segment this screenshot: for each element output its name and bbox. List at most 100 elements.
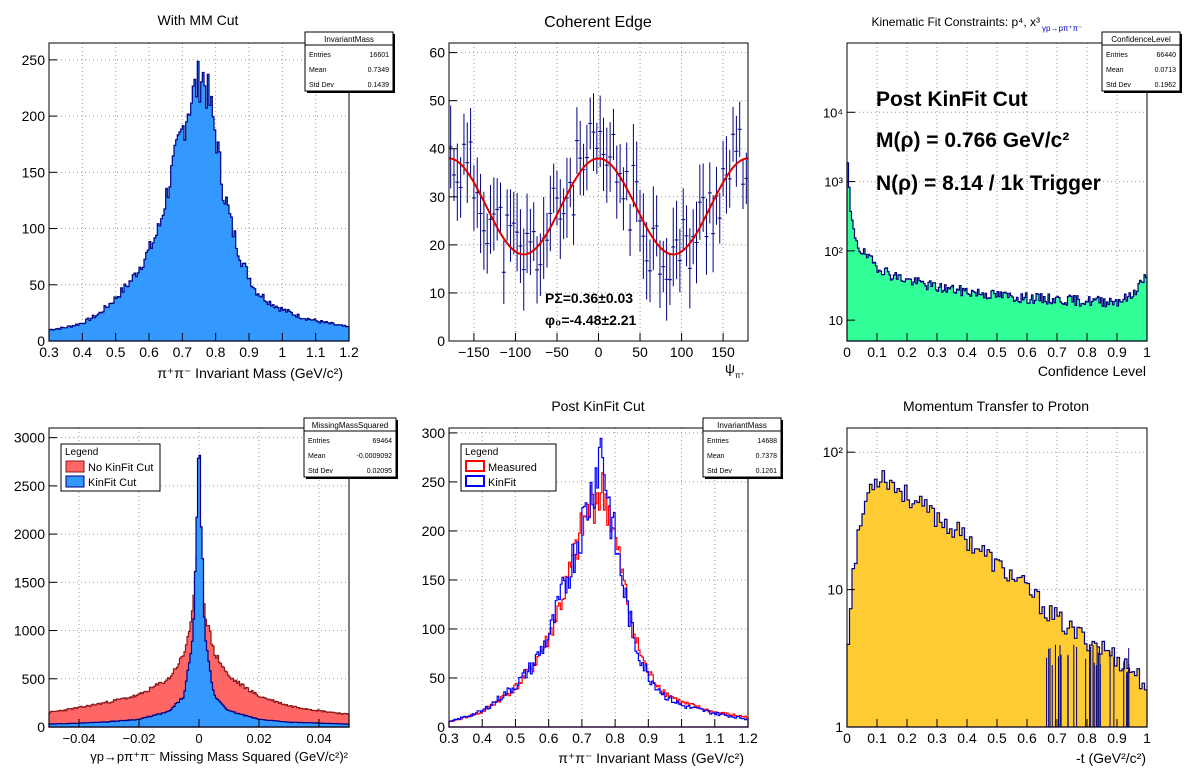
- x-tick-label: 0.6: [1017, 344, 1037, 360]
- stats-key: Std Dev: [1106, 82, 1131, 89]
- x-tick-label: 0.8: [206, 344, 226, 360]
- stats-name: InvariantMass: [324, 35, 374, 44]
- x-axis-label: π⁺π⁻ Invariant Mass (GeV/c²): [157, 365, 343, 381]
- plot-area: 0.3 0.4 0.5 0.6 0.7 0.8 0.9 1 1.1 1.2 0 50 100 150 200…: [22, 42, 359, 360]
- x-tick-label: 0.2: [897, 730, 917, 746]
- fit-curve: [448, 157, 749, 256]
- histogram-bars: [846, 162, 1148, 342]
- plot-area: −0.04 −0.02 0 0.02 0.04 0 500 1000 1500 2000 2500 3…: [14, 427, 350, 746]
- y-tick-label: 0: [437, 719, 445, 735]
- x-tick-label: 0.6: [139, 344, 159, 360]
- panel-invariant-mass-mm-cut: With MM Cut 0.3 0.4 0.5 0.6 0.7 0.8 0.9 1 1.1 1.2…: [22, 12, 395, 381]
- stats-key: Entries: [707, 438, 729, 445]
- stats-value: 0.7349: [368, 67, 390, 74]
- x-tick-label: 0.4: [957, 730, 977, 746]
- x-tick-label: 1: [278, 344, 286, 360]
- x-tick-label: 0.1: [867, 730, 887, 746]
- x-tick-label: 0: [843, 730, 851, 746]
- stats-name: MissingMassSquared: [312, 421, 388, 430]
- x-tick-label: 0.9: [639, 730, 659, 746]
- stats-value: 66440: [1157, 52, 1177, 59]
- panel-title-subscript: γp→pπ⁺π⁻: [1042, 24, 1082, 33]
- x-tick-label: 1.1: [705, 730, 725, 746]
- x-tick-label: 0.5: [106, 344, 126, 360]
- y-tick-label: 20: [429, 237, 445, 253]
- stats-frame: [1101, 31, 1181, 92]
- legend-frame: [460, 443, 557, 492]
- histogram-bars: [48, 60, 350, 342]
- x-tick-label: 1: [1143, 344, 1151, 360]
- x-tick-label: 0.7: [173, 344, 193, 360]
- y-tick-label: 200: [422, 523, 446, 539]
- x-tick-label: 0.3: [927, 344, 947, 360]
- stats-value: 0.02095: [367, 468, 392, 475]
- y-tick-label: 0: [37, 333, 45, 349]
- y-tick-label: 10²: [823, 444, 844, 460]
- x-tick-label: 0.9: [1107, 344, 1127, 360]
- stats-value: 0.0713: [1155, 67, 1177, 74]
- plot-area: 0.3 0.4 0.5 0.6 0.7 0.8 0.9 1 1.1 1.2 0 50 100 150 200…: [422, 425, 758, 746]
- fit-result-phi: φ₀=-4.48±2.21: [545, 312, 637, 328]
- x-tick-label: 0.9: [239, 344, 259, 360]
- stats-name: ConfidenceLevel: [1111, 35, 1171, 44]
- stats-key: Mean: [707, 453, 725, 460]
- stats-value: 14688: [758, 438, 778, 445]
- panel-title: Coherent Edge: [544, 14, 652, 31]
- legend: Legend No KinFit Cut KinFit Cut: [60, 443, 161, 492]
- panel-coherent-edge: Coherent Edge −150 −100 −50 0 50 100 150 0 10 20 3…: [429, 14, 749, 380]
- stats-key: Mean: [308, 453, 326, 460]
- x-tick-label: 0: [195, 731, 202, 746]
- stats-value: -0.0009092: [357, 453, 393, 460]
- legend-title: Legend: [65, 447, 98, 458]
- panel-title: Post KinFit Cut: [551, 398, 644, 414]
- x-tick-label: 0.8: [1077, 730, 1097, 746]
- stats-value: 0.7378: [756, 453, 778, 460]
- panel-confidence-level: Kinematic Fit Constraints: p⁴, x³ γp→pπ⁺…: [823, 15, 1182, 379]
- x-tick-label: 1: [1143, 730, 1151, 746]
- histogram-kinfit: [448, 437, 749, 728]
- y-tick-label: 500: [22, 671, 46, 687]
- x-tick-label: 0.02: [246, 731, 271, 746]
- legend-item: KinFit Cut: [88, 477, 136, 489]
- x-axis-label-subscript: π⁺: [735, 371, 745, 380]
- legend-title: Legend: [465, 447, 498, 458]
- stats-value: 69464: [373, 438, 393, 445]
- stats-box: MissingMassSquared Entries 69464 Mean -0.000…: [303, 417, 398, 479]
- y-tick-label: 10²: [824, 244, 843, 259]
- stats-value: 0.1439: [368, 82, 390, 89]
- stats-frame: [303, 417, 397, 478]
- x-tick-label: 0.5: [506, 730, 526, 746]
- legend-swatch: [465, 475, 485, 487]
- plot-area: −150 −100 −50 0 50 100 150 0 10 20 30 40 50 60: [429, 42, 749, 360]
- stats-key: Entries: [1106, 52, 1128, 59]
- x-tick-label: −100: [500, 344, 532, 360]
- stats-key: Entries: [308, 438, 330, 445]
- x-tick-label: 0.8: [605, 730, 625, 746]
- overlay-line-3: N(ρ) = 8.14 / 1k Trigger: [876, 172, 1101, 195]
- x-tick-label: 0.6: [539, 730, 559, 746]
- x-tick-label: 50: [632, 344, 648, 360]
- y-tick-label: 10: [829, 313, 843, 328]
- stats-box: InvariantMass Entries 14688 Mean 0.7378 Std D…: [702, 417, 783, 479]
- y-tick-label: 40: [429, 141, 445, 157]
- y-tick-label: 1000: [14, 623, 45, 639]
- stats-key: Std Dev: [308, 468, 333, 475]
- x-tick-label: −0.04: [63, 731, 96, 746]
- plot-area: 0 0.1 0.2 0.3 0.4 0.5 0.6 0.7 0.8 0.9 1 1 10 10²: [823, 427, 1151, 746]
- stats-key: Mean: [309, 67, 327, 74]
- x-tick-label: 0.4: [73, 344, 93, 360]
- panel-post-kinfit-cut: Post KinFit Cut 0.3 0.4 0.5 0.6 0.7 0.8 0.9 1 1.…: [422, 398, 783, 766]
- y-tick-label: 1500: [14, 574, 45, 590]
- stats-key: Std Dev: [309, 82, 334, 89]
- y-tick-label: 100: [422, 621, 446, 637]
- x-axis-label: -t (GeV²/c²): [1076, 750, 1146, 766]
- legend-item: Measured: [488, 462, 537, 474]
- y-tick-label: 10³: [824, 175, 843, 190]
- x-tick-label: 0.7: [1047, 730, 1067, 746]
- y-tick-label: 10: [827, 582, 843, 598]
- x-tick-label: −150: [458, 344, 490, 360]
- stats-frame: [702, 417, 782, 478]
- y-tick-label: 3000: [14, 430, 45, 446]
- panel-title: Kinematic Fit Constraints: p⁴, x³: [871, 15, 1040, 29]
- plot-area: 0 0.1 0.2 0.3 0.4 0.5 0.6 0.7 0.8 0.9 1 10 10² 10³ 10⁴: [823, 42, 1151, 360]
